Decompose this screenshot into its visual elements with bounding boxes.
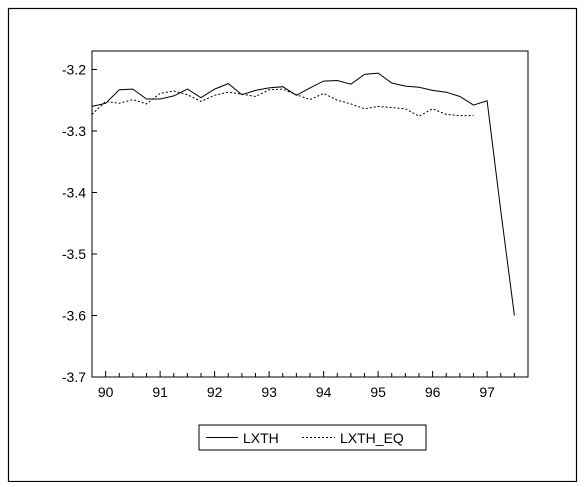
y-tick-label: -3.5	[62, 246, 86, 262]
y-tick-label: -3.4	[62, 184, 86, 200]
legend: LXTH LXTH_EQ	[198, 424, 427, 451]
x-tick-label: 97	[479, 384, 495, 400]
x-tick-label: 96	[425, 384, 441, 400]
x-tick-label: 93	[261, 384, 277, 400]
x-tick-label: 92	[207, 384, 223, 400]
x-tick-label: 94	[316, 384, 332, 400]
legend-label-lxth: LXTH	[243, 430, 279, 446]
x-tick-label: 90	[98, 384, 114, 400]
y-tick-label: -3.7	[62, 369, 86, 385]
figure-border	[7, 7, 578, 483]
x-tick-label: 95	[370, 384, 386, 400]
y-axis: -3.7 -3.6 -3.5 -3.4 -3.3 -3.2	[62, 61, 97, 385]
x-tick-label: 91	[152, 384, 168, 400]
y-tick-label: -3.6	[62, 307, 86, 323]
y-tick-label: -3.3	[62, 123, 86, 139]
series-layer	[91, 72, 515, 316]
x-axis: 90 91 92 93 94 95 96 97	[91, 371, 529, 400]
series-line-lxth-eq	[91, 88, 474, 117]
legend-label-lxth-eq: LXTH_EQ	[340, 430, 404, 446]
series-line-lxth	[91, 72, 515, 316]
plot-area-frame	[91, 50, 529, 378]
y-tick-label: -3.2	[62, 61, 86, 77]
